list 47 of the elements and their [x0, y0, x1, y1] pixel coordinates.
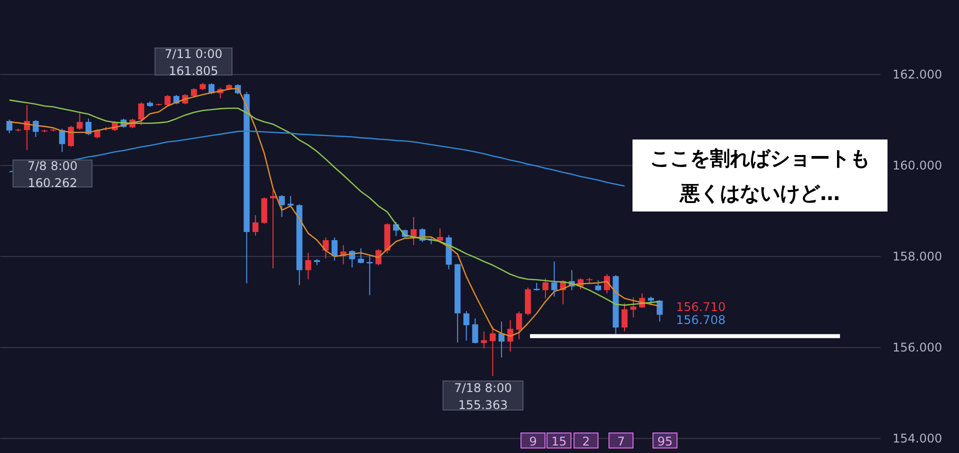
- annotation: 15: [551, 434, 567, 448]
- text: 悪くはないけど…: [679, 181, 840, 205]
- candlestick: [472, 318, 478, 344]
- candlestick: [252, 214, 258, 236]
- annotation: 95: [657, 434, 673, 448]
- candlestick: [278, 194, 285, 218]
- candlestick: [332, 236, 338, 262]
- text: 156.710: [676, 300, 726, 314]
- candlestick: [366, 254, 373, 296]
- annotation: 7: [617, 434, 625, 448]
- candlestick: [6, 119, 12, 134]
- annotation: 9: [529, 434, 537, 448]
- candlestick: [358, 248, 364, 264]
- annotation: 7/11 0:00 161.805: [164, 46, 222, 78]
- candlestick: [410, 216, 417, 246]
- annotation: 7/18 8:00 155.363: [454, 380, 512, 412]
- candlestick: [622, 302, 628, 332]
- candlestick: [490, 326, 496, 376]
- candlestick: [542, 278, 548, 299]
- candlestick: [305, 252, 312, 280]
- candlestick: [164, 94, 171, 106]
- candlestick: [375, 248, 382, 266]
- candlestick: [463, 310, 470, 342]
- candlestick: [322, 236, 329, 259]
- y-tick-label: 162.000: [892, 68, 942, 82]
- candlestick: [437, 228, 443, 242]
- candlestick: [138, 102, 144, 126]
- candlestick: [59, 128, 66, 152]
- annotation: 7/8 8:00 160.262: [27, 158, 78, 190]
- annotation: ここを割ればショートも: [650, 146, 870, 170]
- y-tick-label: 154.000: [892, 431, 942, 446]
- candlestick: [516, 311, 522, 340]
- candlestick: [270, 190, 276, 269]
- candlestick: [551, 261, 558, 298]
- y-tick-label: 158.000: [892, 250, 942, 264]
- candlestick: [76, 112, 83, 130]
- candlestick: [630, 296, 636, 318]
- y-tick-label: 160.000: [892, 158, 942, 173]
- candlestick: [480, 331, 487, 349]
- text: 156.708: [676, 313, 726, 327]
- candlestick: [498, 321, 505, 358]
- candlestick: [595, 280, 602, 292]
- y-tick-label: 156.000: [892, 340, 942, 355]
- candlestick: [68, 125, 74, 148]
- candlestick: [656, 300, 663, 322]
- line-series: [8, 130, 626, 187]
- annotation: 2: [582, 434, 590, 448]
